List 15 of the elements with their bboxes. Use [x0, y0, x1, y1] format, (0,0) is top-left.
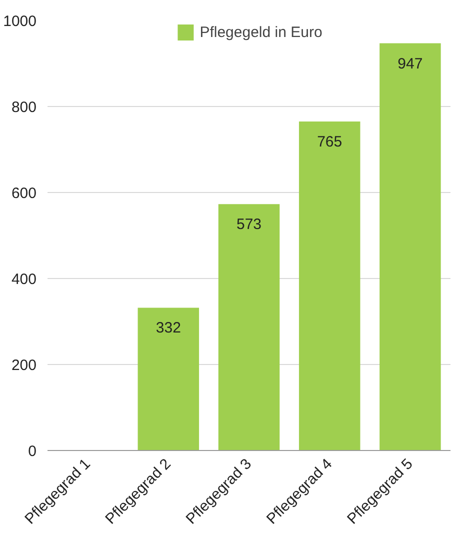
- bar: [138, 308, 200, 450]
- data-label: 332: [156, 320, 181, 337]
- y-tick-label: 1000: [3, 13, 37, 30]
- bar: [380, 43, 441, 450]
- y-tick-label: 600: [11, 185, 37, 202]
- bar: [218, 204, 280, 450]
- y-tick-label: 800: [11, 99, 37, 116]
- bar: [298, 122, 360, 450]
- y-tick-label: 200: [11, 357, 37, 374]
- y-tick-label: 0: [28, 443, 36, 460]
- data-label: 765: [317, 134, 342, 151]
- y-tick-label: 400: [11, 271, 37, 288]
- data-label: 573: [236, 216, 262, 234]
- data-label: 947: [398, 55, 423, 72]
- legend-label: Pflegegeld in Euro: [200, 24, 322, 40]
